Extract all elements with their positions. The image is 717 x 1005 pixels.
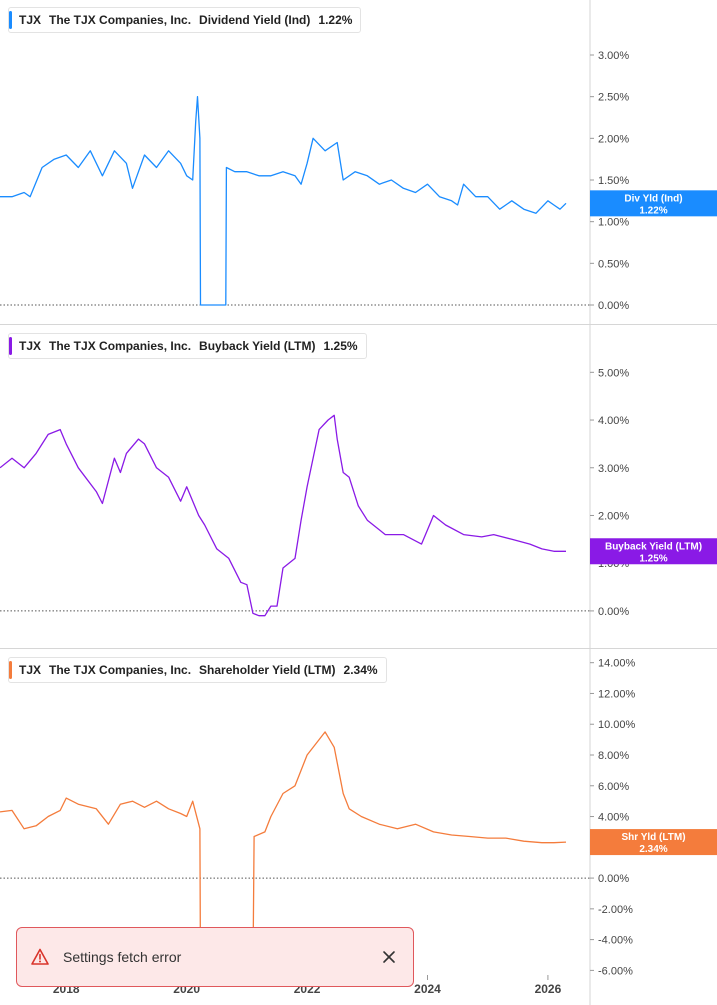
legend-ticker: TJX xyxy=(19,663,42,677)
legend-ticker: TJX xyxy=(19,13,42,27)
x-tick-label: 2024 xyxy=(414,982,441,996)
value-tag-value: 2.34% xyxy=(639,844,667,855)
y-tick-label: 2.00% xyxy=(598,510,629,522)
y-tick-label: 3.00% xyxy=(598,463,629,475)
pane-legend-shareholder-yield[interactable]: TJX The TJX Companies, Inc. Shareholder … xyxy=(8,657,387,683)
y-tick-label: -4.00% xyxy=(598,935,633,947)
y-tick-label: 4.00% xyxy=(598,812,629,824)
pane-legend-buyback-yield[interactable]: TJX The TJX Companies, Inc. Buyback Yiel… xyxy=(8,333,367,359)
value-tag xyxy=(590,538,717,565)
y-tick-label: -2.00% xyxy=(598,904,633,916)
series-line xyxy=(0,96,567,306)
y-tick-label: 8.00% xyxy=(598,750,629,762)
legend-metric: Buyback Yield (LTM) xyxy=(199,339,316,353)
y-tick-label: 6.00% xyxy=(598,781,629,793)
y-tick-label: 0.00% xyxy=(598,606,629,618)
y-tick-label: 1.50% xyxy=(598,175,629,187)
value-tag-value: 1.25% xyxy=(639,553,667,564)
y-tick-label: 3.00% xyxy=(598,50,629,62)
toast-message: Settings fetch error xyxy=(63,949,182,965)
y-tick-label: -6.00% xyxy=(598,965,633,977)
error-toast: Settings fetch error xyxy=(16,927,414,987)
series-line xyxy=(0,414,566,617)
legend-company: The TJX Companies, Inc. xyxy=(49,13,192,27)
legend-company: The TJX Companies, Inc. xyxy=(49,339,192,353)
legend-accent xyxy=(9,661,12,679)
value-tag xyxy=(590,190,717,217)
legend-ticker: TJX xyxy=(19,339,42,353)
legend-metric: Dividend Yield (Ind) xyxy=(199,13,311,27)
legend-value: 2.34% xyxy=(343,663,378,677)
value-tag xyxy=(590,829,717,856)
y-tick-label: 0.50% xyxy=(598,258,629,270)
legend-value: 1.25% xyxy=(323,339,358,353)
legend-accent xyxy=(9,11,12,29)
value-tag-label: Div Yld (Ind) xyxy=(624,193,682,204)
value-tag-label: Shr Yld (LTM) xyxy=(621,832,685,843)
y-tick-label: 1.00% xyxy=(598,217,629,229)
y-tick-label: 0.00% xyxy=(598,300,629,312)
legend-company: The TJX Companies, Inc. xyxy=(49,663,192,677)
y-tick-label: 4.00% xyxy=(598,415,629,427)
y-tick-label: 10.00% xyxy=(598,719,636,731)
value-tag-label: Buyback Yield (LTM) xyxy=(605,541,702,552)
y-tick-label: 0.00% xyxy=(598,873,629,885)
y-tick-label: 14.00% xyxy=(598,658,636,670)
warning-icon xyxy=(31,948,49,965)
y-tick-label: 12.00% xyxy=(598,688,636,700)
y-tick-label: 2.00% xyxy=(598,133,629,145)
x-tick-label: 2026 xyxy=(535,982,562,996)
legend-accent xyxy=(9,337,12,355)
pane-legend-dividend-yield[interactable]: TJX The TJX Companies, Inc. Dividend Yie… xyxy=(8,7,362,33)
value-tag-value: 1.22% xyxy=(639,205,667,216)
legend-value: 1.22% xyxy=(318,13,353,27)
series-line xyxy=(0,731,567,979)
close-icon[interactable] xyxy=(381,949,397,965)
legend-metric: Shareholder Yield (LTM) xyxy=(199,663,336,677)
y-tick-label: 5.00% xyxy=(598,367,629,379)
y-tick-label: 2.50% xyxy=(598,92,629,104)
